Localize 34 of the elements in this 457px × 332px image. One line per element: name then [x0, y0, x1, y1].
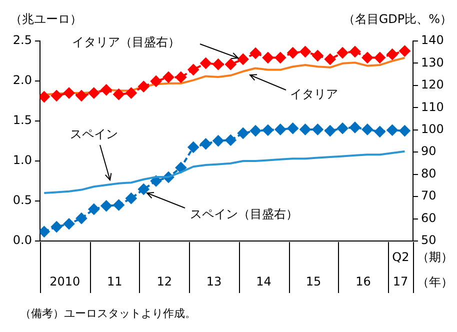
y-tick-label: 1.5 — [12, 113, 32, 128]
y-tick-label: 0.5 — [12, 193, 32, 208]
text: Q2 — [392, 250, 410, 264]
text: スペイン — [70, 127, 118, 142]
y-tick-label: 1.0 — [12, 153, 32, 168]
x-tick-label: 11 — [106, 274, 122, 288]
y2-tick-label: 50 — [421, 233, 436, 248]
x-axis-title: （年） — [417, 275, 453, 290]
y2-tick-label: 100 — [421, 122, 444, 136]
x-tick-label: 16 — [356, 274, 371, 288]
text: （期） — [417, 250, 453, 264]
x-tick-label: 2010 — [50, 274, 80, 288]
x-tick-label: 17 — [392, 274, 408, 288]
y2-axis-title: （名目GDP比、%） — [342, 12, 452, 26]
series-label: イタリア — [290, 87, 338, 102]
y2-tick-label: 90 — [421, 144, 436, 158]
text: スペイン（目盛右） — [190, 207, 298, 222]
series-label: イタリア（目盛右） — [72, 35, 180, 50]
y-tick-label: 0.0 — [12, 233, 32, 248]
x-tick-label: 14 — [256, 274, 272, 288]
y-axis-title: （兆ユーロ） — [10, 12, 82, 26]
x-tick-label: 15 — [306, 274, 322, 288]
y-tick-label: 2.0 — [12, 73, 32, 88]
x-tick-label: 12 — [156, 274, 172, 288]
y2-tick-label: 130 — [421, 55, 444, 70]
y2-tick-label: 110 — [421, 100, 444, 114]
x-tick-label: 13 — [206, 274, 222, 288]
y2-tick-label: 80 — [421, 166, 436, 180]
y2-tick-label: 140 — [421, 33, 444, 48]
y2-tick-label: 70 — [421, 188, 436, 203]
y2-tick-label: 120 — [421, 78, 444, 92]
text: （備考）ユーロスタットより作成。 — [20, 306, 196, 320]
y-tick-label: 2.5 — [12, 33, 32, 48]
y2-tick-label: 60 — [421, 210, 436, 225]
